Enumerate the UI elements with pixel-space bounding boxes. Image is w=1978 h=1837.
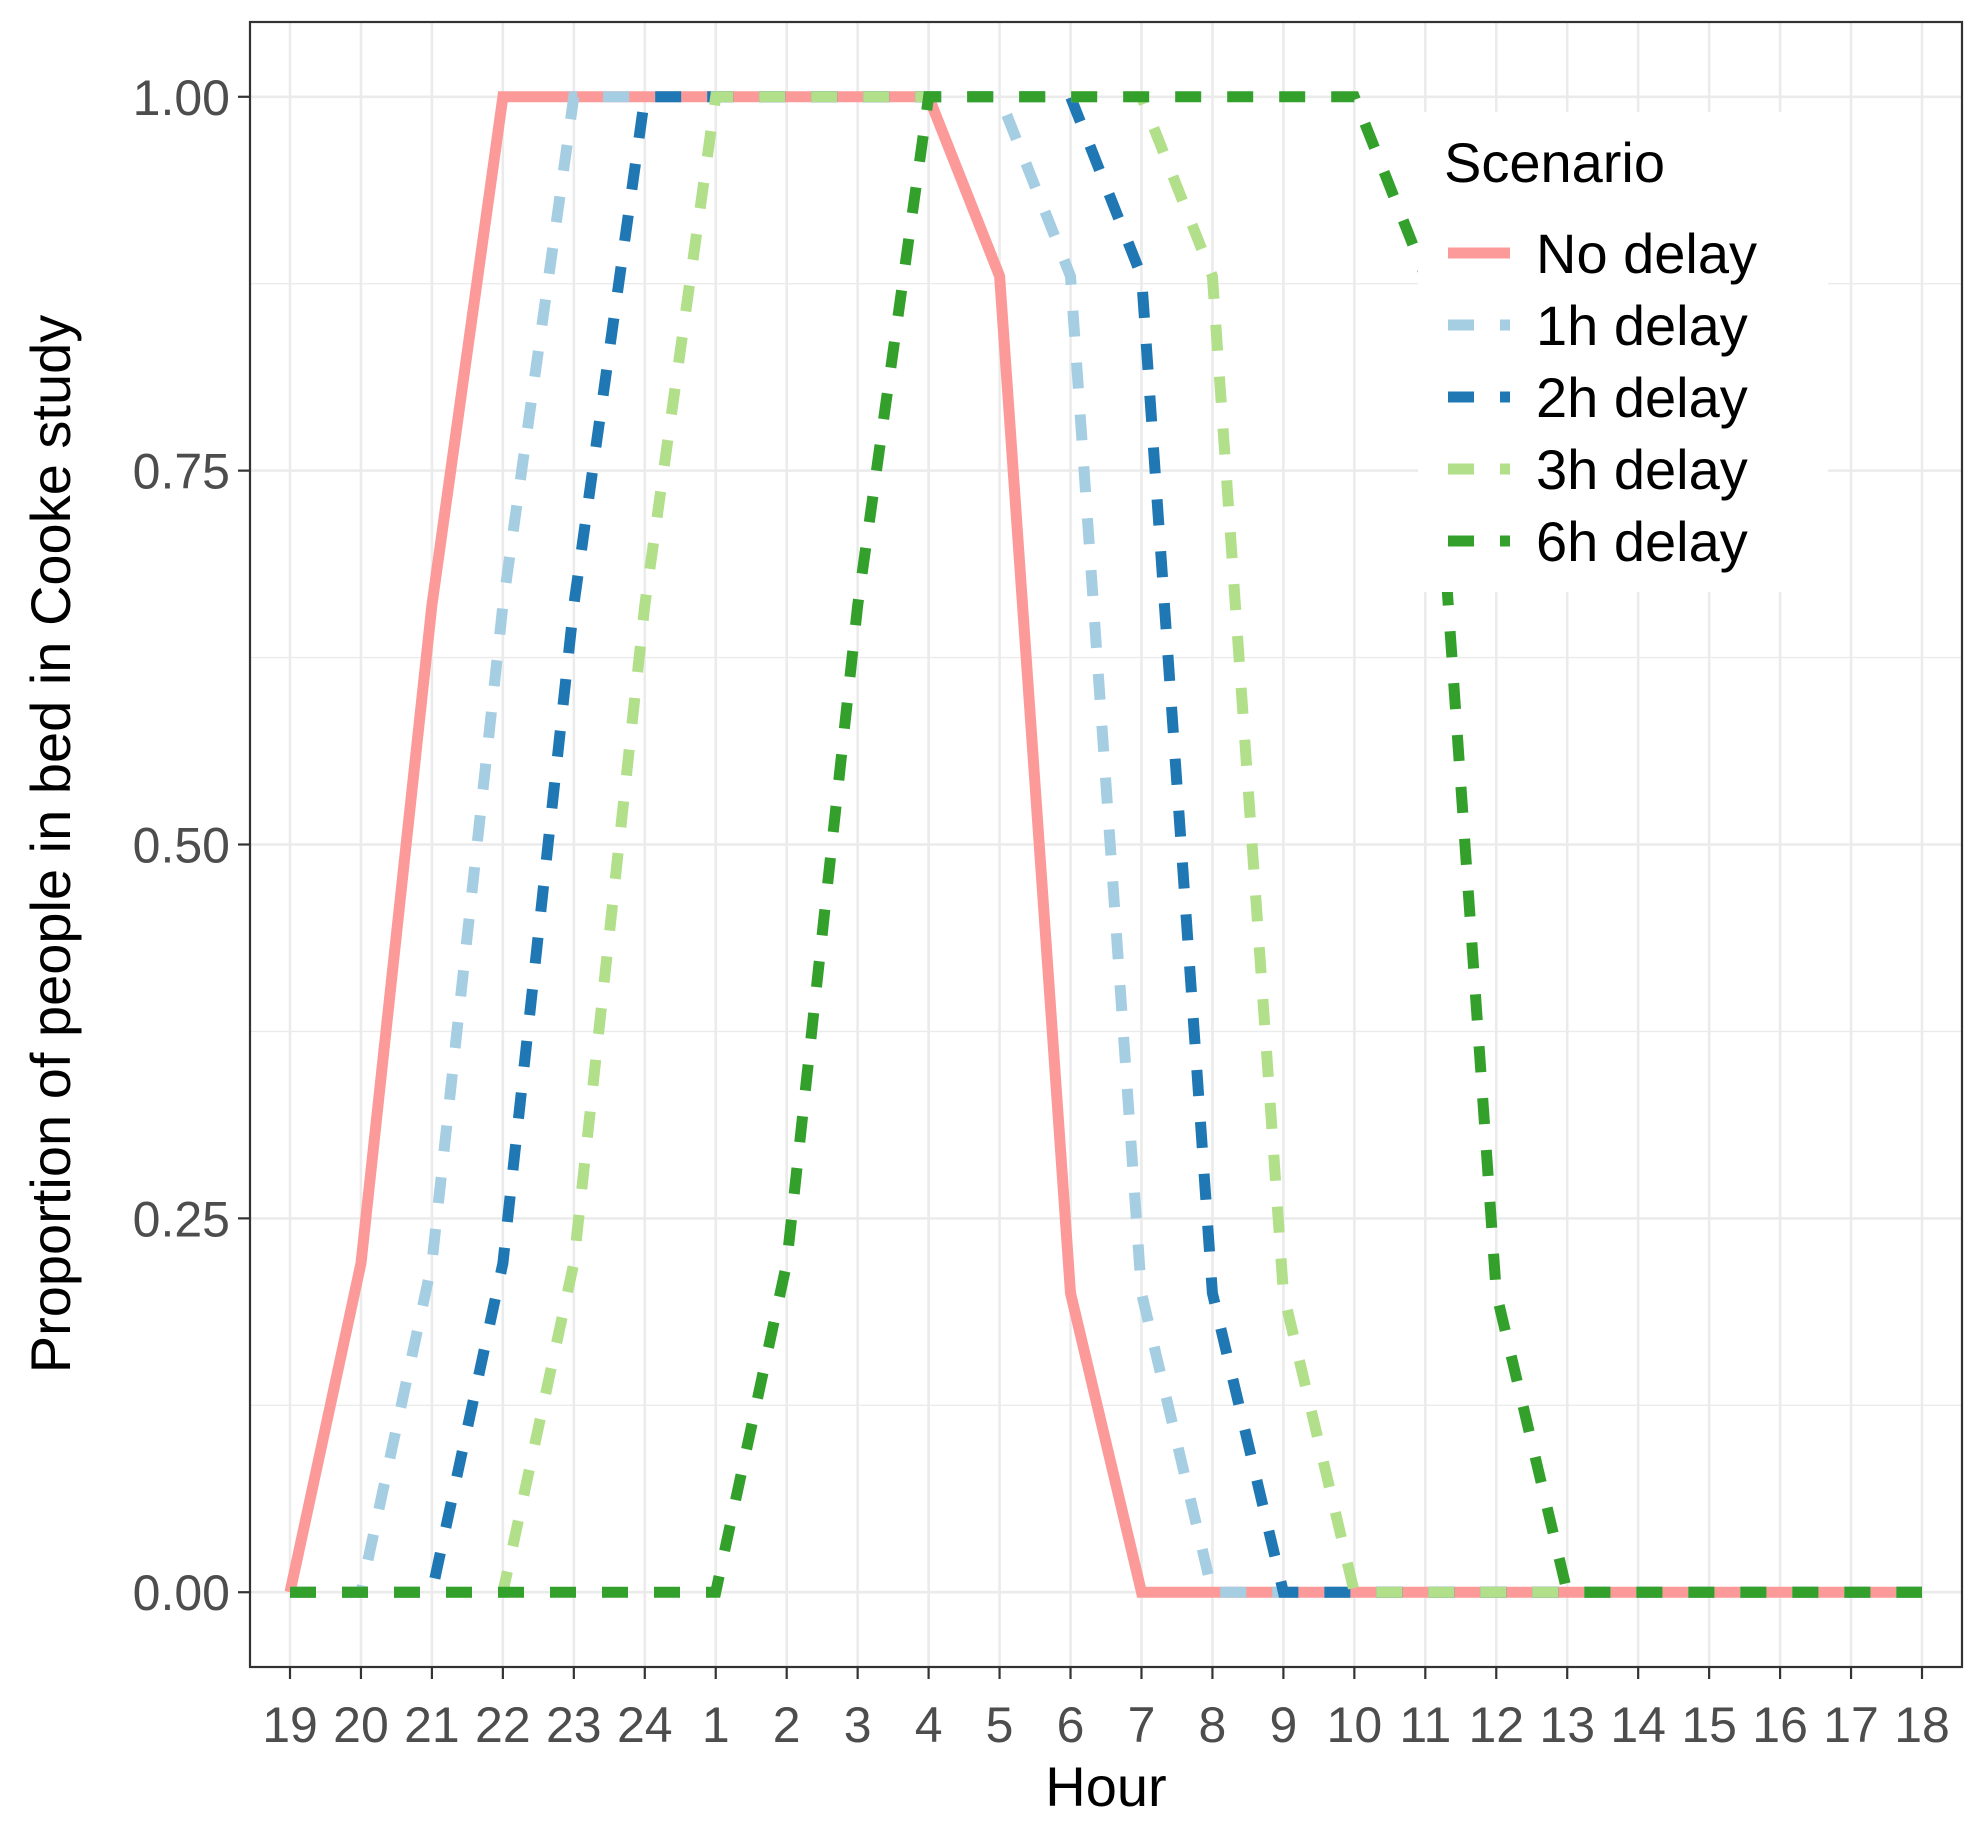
x-tick-label: 14: [1610, 1697, 1666, 1753]
x-tick-label: 18: [1894, 1697, 1950, 1753]
x-tick-label: 17: [1823, 1697, 1879, 1753]
x-tick-label: 9: [1269, 1697, 1297, 1753]
legend-label-4: 6h delay: [1536, 510, 1748, 573]
axis-ticks: 19 20 21 22 23 24 1 2 3 4 5 6 7 8 9 10 11 12 13 14 15 16 17 180…: [133, 70, 1950, 1753]
x-tick-label: 1: [702, 1697, 730, 1753]
x-tick-label: 19: [262, 1697, 318, 1753]
x-tick-label: 16: [1752, 1697, 1808, 1753]
legend-title: Scenario: [1444, 131, 1665, 194]
grid-lines: [250, 22, 1962, 1667]
y-tick-label: 1.00: [133, 70, 230, 126]
y-tick-label: 0.75: [133, 444, 230, 500]
series-line-4: [290, 91, 1922, 1598]
x-tick-label: 15: [1681, 1697, 1737, 1753]
x-tick-label: 7: [1128, 1697, 1156, 1753]
series-group: [284, 91, 1922, 1598]
legend-label-1: 1h delay: [1536, 294, 1748, 357]
legend-label-2: 2h delay: [1536, 366, 1748, 429]
legend-background: [1418, 112, 1828, 592]
x-axis-title: Hour: [1045, 1755, 1166, 1818]
x-tick-label: 13: [1539, 1697, 1595, 1753]
x-tick-label: 24: [617, 1697, 673, 1753]
x-tick-label: 20: [333, 1697, 389, 1753]
x-tick-label: 4: [915, 1697, 943, 1753]
x-tick-label: 3: [844, 1697, 872, 1753]
x-tick-label: 10: [1327, 1697, 1383, 1753]
y-tick-label: 0.50: [133, 818, 230, 874]
y-axis-title: Proportion of people in bed in Cooke stu…: [19, 315, 82, 1373]
x-tick-label: 21: [404, 1697, 460, 1753]
x-tick-label: 22: [475, 1697, 531, 1753]
y-tick-label: 0.25: [133, 1191, 230, 1247]
legend-label-3: 3h delay: [1536, 438, 1748, 501]
y-tick-label: 0.00: [133, 1565, 230, 1621]
x-tick-label: 23: [546, 1697, 602, 1753]
legend-label-0: No delay: [1536, 222, 1757, 285]
x-tick-label: 6: [1057, 1697, 1085, 1753]
legend: Scenario No delay 1h delay 2h delay 3h dela…: [1418, 112, 1828, 592]
x-tick-label: 8: [1199, 1697, 1227, 1753]
x-tick-label: 12: [1468, 1697, 1524, 1753]
x-tick-label: 2: [773, 1697, 801, 1753]
x-tick-label: 5: [986, 1697, 1014, 1753]
x-tick-label: 11: [1399, 1697, 1451, 1753]
